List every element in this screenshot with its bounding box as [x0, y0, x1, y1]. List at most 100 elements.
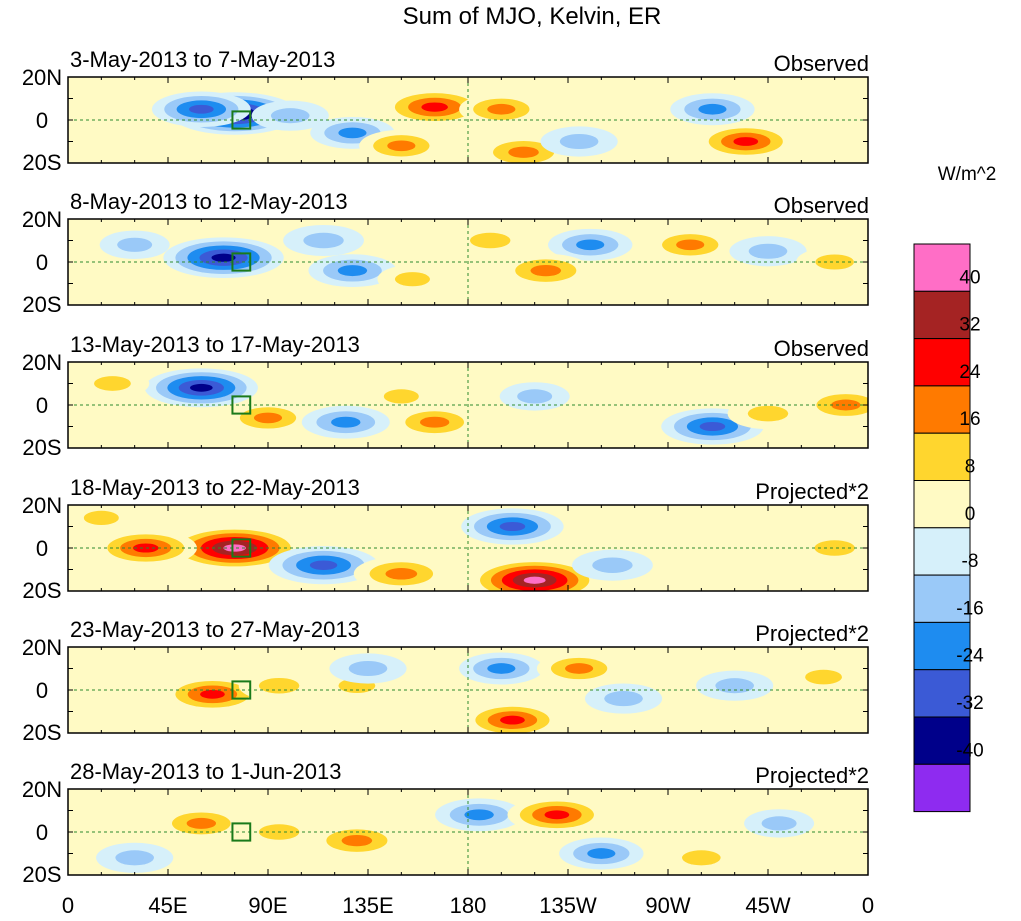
anomaly-contour [761, 816, 797, 831]
anomaly-contour [559, 133, 599, 150]
y-tick-label: 20N [22, 493, 62, 518]
y-tick-label: 0 [36, 108, 48, 133]
map-panel-6: 20N 0 20S 28-May-2013 to 1-Jun-2013 Projecte… [22, 759, 869, 887]
anomaly-field [68, 505, 868, 591]
anomaly-contour [348, 660, 388, 677]
anomaly-contour [331, 416, 361, 428]
anomaly-contour [715, 678, 754, 694]
anomaly-contour [508, 146, 539, 158]
anomaly-contour [383, 389, 419, 404]
colorbar-tick-label: -24 [956, 646, 984, 667]
reference-box [231, 395, 252, 415]
anomaly-contour [387, 140, 416, 152]
x-tick-label: 45E [148, 893, 187, 918]
anomaly-contour [117, 237, 153, 252]
anomaly-contour [394, 272, 430, 287]
reference-box [231, 822, 252, 842]
panel-label: Projected*2 [755, 763, 869, 788]
anomaly-contour [464, 809, 494, 821]
x-tick-label: 135E [342, 893, 393, 918]
x-tick-label: 45W [745, 893, 790, 918]
anomaly-contour [200, 689, 225, 699]
colorbar-swatch [913, 763, 971, 813]
panel-label: Observed [774, 193, 869, 218]
colorbar-tick-label: 24 [959, 362, 981, 383]
anomaly-contour [487, 663, 516, 674]
y-tick-label: 20N [22, 635, 62, 660]
anomaly-contour [747, 405, 789, 422]
anomaly-field [96, 797, 815, 873]
y-tick-label: 20N [22, 65, 62, 90]
y-tick-label: 20S [22, 720, 61, 745]
anomaly-contour [309, 560, 338, 570]
panel-label: Observed [774, 51, 869, 76]
panel-label: Projected*2 [755, 479, 869, 504]
y-tick-label: 20S [22, 150, 61, 175]
colorbar-tick-label: 32 [959, 315, 980, 336]
anomaly-field [75, 368, 868, 445]
panel-label: Projected*2 [755, 621, 869, 646]
anomaly-contour [338, 127, 367, 139]
anomaly-contour [132, 543, 159, 553]
map-panel-2: 20N 0 20S 8-May-2013 to 12-May-2013 Observed [22, 189, 869, 317]
colorbar: W/m^2 40 32 24 16 8 0 -8 -16 -24 -32 -40 [913, 164, 997, 813]
anomaly-field [99, 224, 868, 294]
anomaly-contour [544, 810, 570, 820]
anomaly-contour [576, 239, 605, 251]
colorbar-swatch [913, 574, 971, 623]
map-panel-3: 20N 0 20S 13-May-2013 to 17-May-2013 Observe… [22, 332, 869, 460]
anomaly-contour [115, 850, 154, 866]
y-tick-label: 0 [36, 536, 48, 561]
colorbar-tick-label: -40 [956, 740, 983, 761]
anomaly-contour [420, 416, 450, 428]
anomaly-contour [676, 239, 705, 251]
anomaly-contour [270, 108, 310, 124]
colorbar-units-label: W/m^2 [938, 164, 997, 185]
panel-date-range: 18-May-2013 to 22-May-2013 [70, 475, 360, 500]
colorbar-swatch [913, 621, 971, 671]
anomaly-contour [186, 817, 216, 829]
anomaly-contour [523, 576, 546, 584]
anomaly-contour [83, 510, 119, 525]
anomaly-contour [805, 669, 842, 685]
colorbar-tick-label: 8 [965, 457, 976, 478]
x-tick-label: 0 [862, 893, 874, 918]
panel-date-range: 23-May-2013 to 27-May-2013 [70, 617, 360, 642]
panel-label: Observed [774, 336, 869, 361]
anomaly-contour [500, 715, 525, 725]
x-axis: 0 45E 90E 135E 180 135W 90W 45W 0 [62, 893, 874, 918]
colorbar-tick-label: -32 [956, 693, 983, 714]
colorbar-swatch [913, 432, 971, 482]
x-tick-label: 90E [248, 893, 287, 918]
map-panel-5: 20N 0 20S 23-May-2013 to 27-May-2013 Project… [22, 617, 869, 745]
y-tick-label: 0 [36, 678, 48, 703]
colorbar-swatch [913, 480, 971, 529]
anomaly-contour [814, 540, 855, 556]
y-tick-label: 0 [36, 820, 48, 845]
anomaly-contour [421, 102, 448, 112]
colorbar-swatch [913, 338, 971, 387]
colorbar-swatch [913, 290, 971, 340]
map-panel-1: 20N 0 20S 3-May-2013 to 7-May-2013 Observed [22, 47, 869, 175]
anomaly-contour [682, 850, 721, 866]
reference-box [231, 110, 252, 130]
panel-date-range: 13-May-2013 to 17-May-2013 [70, 332, 360, 357]
anomaly-contour [303, 232, 344, 249]
anomaly-contour [699, 421, 726, 432]
anomaly-contour [499, 521, 526, 532]
x-tick-label: 180 [450, 893, 487, 918]
panel-date-range: 8-May-2013 to 12-May-2013 [70, 189, 348, 214]
panel-date-range: 3-May-2013 to 7-May-2013 [70, 47, 335, 72]
anomaly-contour [565, 663, 594, 674]
anomaly-contour [94, 376, 131, 391]
anomaly-contour [223, 544, 246, 552]
y-tick-label: 20N [22, 350, 62, 375]
colorbar-swatch [913, 385, 971, 434]
y-tick-label: 20S [22, 862, 61, 887]
anomaly-contour [587, 848, 616, 859]
colorbar-tick-label: -16 [956, 598, 983, 619]
anomaly-contour [530, 264, 562, 277]
anomaly-contour [385, 568, 418, 580]
chart-title: Sum of MJO, Kelvin, ER [403, 3, 662, 30]
